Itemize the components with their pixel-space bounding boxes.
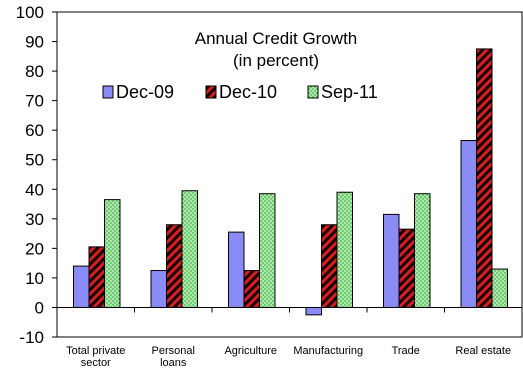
y-tick-label: 30 xyxy=(25,210,44,229)
legend-label: Sep-11 xyxy=(321,82,378,102)
y-tick-label: 20 xyxy=(25,239,44,258)
legend-label: Dec-09 xyxy=(116,82,174,102)
y-tick-label: 100 xyxy=(16,3,44,22)
y-tick-label: 10 xyxy=(25,269,44,288)
bar-dec-10 xyxy=(398,228,415,308)
bar-dec-09 xyxy=(150,270,167,308)
bar-dec-09 xyxy=(460,140,477,308)
legend-swatch-sep-11 xyxy=(307,85,319,99)
bar-dec-10 xyxy=(321,224,338,308)
legend-swatch-dec-10 xyxy=(205,85,217,99)
bar-sep-11 xyxy=(259,193,276,308)
y-tick-label: -10 xyxy=(19,328,44,347)
y-tick-label: 80 xyxy=(25,62,44,81)
bar-sep-11 xyxy=(104,199,121,308)
bar-sep-11 xyxy=(336,191,353,308)
y-tick-label: 0 xyxy=(35,298,44,317)
plot-area xyxy=(56,11,523,338)
bar-sep-11 xyxy=(414,193,431,308)
y-tick-label: 90 xyxy=(25,33,44,52)
x-category-label: Manufacturing xyxy=(293,345,363,357)
y-tick-label: 60 xyxy=(25,121,44,140)
bar-dec-09 xyxy=(73,265,90,308)
legend-label: Dec-10 xyxy=(219,82,277,102)
bar-sep-11 xyxy=(181,190,198,308)
y-tick-label: 50 xyxy=(25,151,44,170)
x-category-label: Total private xyxy=(66,345,125,357)
x-category-label: Personal xyxy=(152,345,195,357)
y-tick-label: 40 xyxy=(25,180,44,199)
x-category-label: Agriculture xyxy=(224,345,277,357)
y-tick-label: 70 xyxy=(25,92,44,111)
x-category-label: Trade xyxy=(392,345,420,357)
bar-dec-09 xyxy=(228,231,245,308)
x-category-label: Real estate xyxy=(455,345,511,357)
bar-dec-10 xyxy=(476,48,493,308)
bar-sep-11 xyxy=(491,268,508,308)
chart-title: Annual Credit Growth xyxy=(195,29,358,48)
bar-dec-10 xyxy=(88,246,105,308)
bar-dec-09 xyxy=(305,306,322,316)
legend-swatch-dec-09 xyxy=(102,85,114,99)
bar-dec-10 xyxy=(243,270,260,308)
legend: Dec-09 Dec-10 Sep-11 xyxy=(102,82,378,102)
x-category-label: sector xyxy=(81,357,111,369)
chart-subtitle: (in percent) xyxy=(233,51,319,70)
bar-dec-09 xyxy=(383,213,400,308)
bar-dec-10 xyxy=(166,224,183,308)
x-category-label: loans xyxy=(160,357,187,369)
